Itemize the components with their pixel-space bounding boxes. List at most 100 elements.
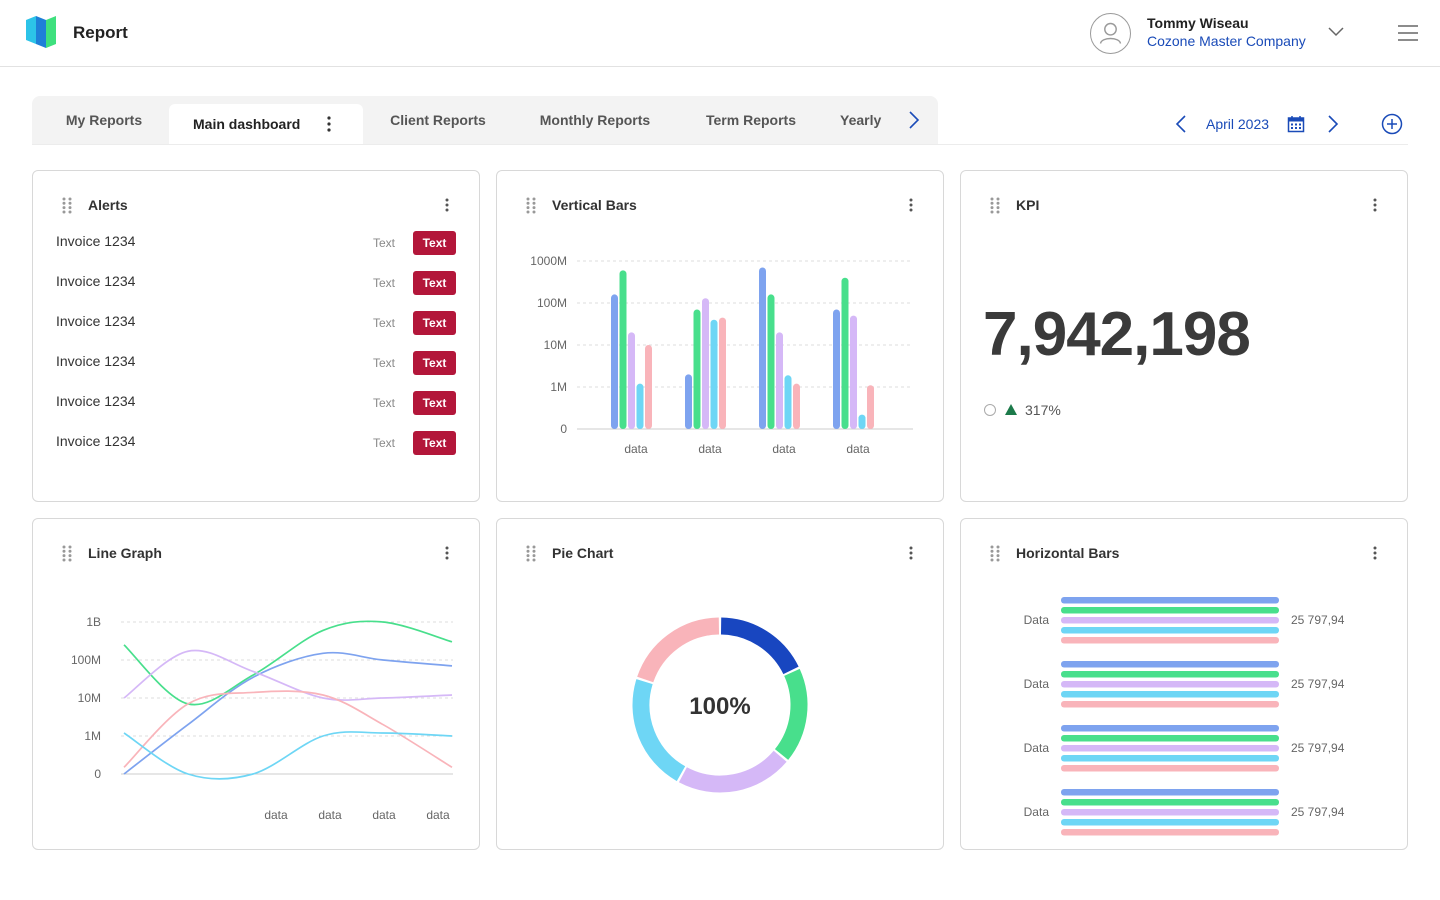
alert-text: Text	[373, 236, 396, 250]
pie-chart: 100%	[632, 617, 808, 793]
bar	[1061, 607, 1279, 614]
bar	[1061, 701, 1279, 708]
add-widget-icon[interactable]	[1381, 113, 1403, 135]
alert-badge[interactable]: Text	[413, 231, 456, 255]
more-options-icon[interactable]	[1373, 198, 1377, 212]
chevron-down-icon[interactable]	[1327, 26, 1345, 38]
alert-badge[interactable]: Text	[413, 311, 456, 335]
pie-slice	[720, 617, 799, 675]
app-logo-icon[interactable]	[26, 16, 56, 48]
bar	[833, 309, 840, 429]
alert-name: Invoice 1234	[56, 393, 136, 409]
bar	[611, 294, 618, 429]
line-graph-chart: 0 1M 10M 100M 1B data data data data	[71, 615, 453, 822]
alert-row[interactable]: Invoice 1234 Text Text	[56, 431, 456, 457]
category-label: Data	[1024, 805, 1050, 819]
previous-month-icon[interactable]	[1174, 114, 1188, 134]
bar	[793, 383, 800, 429]
bar	[858, 414, 866, 429]
calendar-icon[interactable]	[1287, 115, 1305, 133]
pie-slice	[774, 668, 808, 760]
alert-text: Text	[373, 356, 396, 370]
bar	[685, 374, 692, 429]
bar	[1061, 617, 1279, 624]
alert-row[interactable]: Invoice 1234 Text Text	[56, 271, 456, 297]
drag-handle-icon[interactable]	[526, 197, 536, 214]
kpi-title: KPI	[1016, 197, 1040, 213]
bar	[841, 277, 849, 429]
drag-handle-icon[interactable]	[990, 545, 1000, 562]
category-label: Data	[1024, 613, 1050, 627]
user-avatar-icon[interactable]	[1090, 13, 1131, 54]
alert-name: Invoice 1234	[56, 273, 136, 289]
next-month-icon[interactable]	[1326, 114, 1340, 134]
value-label: 25 797,94	[1291, 741, 1345, 755]
app-title: Report	[73, 23, 128, 42]
more-options-icon[interactable]	[1373, 546, 1377, 560]
line-graph-card: Line Graph 0 1M 10M 100M 1B data data data data	[32, 518, 480, 850]
bar	[619, 270, 627, 429]
tab-my-reports[interactable]: My Reports	[65, 112, 143, 128]
bar	[1061, 745, 1279, 752]
bar	[710, 319, 718, 429]
bar	[628, 332, 635, 429]
alert-text: Text	[373, 316, 396, 330]
alert-text: Text	[373, 396, 396, 410]
alert-name: Invoice 1234	[56, 433, 136, 449]
tab-more-options-icon[interactable]	[327, 116, 331, 132]
x-tick-label: data	[698, 442, 722, 456]
drag-handle-icon[interactable]	[62, 545, 72, 562]
x-tick-label: data	[372, 808, 396, 822]
user-name[interactable]: Tommy Wiseau	[1147, 15, 1249, 31]
more-options-icon[interactable]	[909, 546, 913, 560]
more-options-icon[interactable]	[909, 198, 913, 212]
alert-text: Text	[373, 436, 396, 450]
y-tick-label: 100M	[71, 653, 101, 667]
alerts-title: Alerts	[88, 197, 128, 213]
bar	[1061, 789, 1279, 796]
bar	[784, 375, 792, 429]
y-tick-label: 1M	[550, 380, 567, 394]
alert-name: Invoice 1234	[56, 353, 136, 369]
alert-row[interactable]: Invoice 1234 Text Text	[56, 311, 456, 337]
bar	[719, 317, 726, 429]
bar	[1061, 671, 1279, 678]
tab-yearly[interactable]: Yearly	[840, 112, 882, 128]
tab-client-reports[interactable]: Client Reports	[390, 112, 486, 128]
y-tick-label: 1M	[84, 729, 101, 743]
tabs-scroll-right-icon[interactable]	[906, 110, 922, 130]
tab-monthly-reports[interactable]: Monthly Reports	[539, 112, 651, 128]
kpi-status-circle-icon	[984, 404, 996, 416]
tab-main-dashboard-label: Main dashboard	[193, 116, 301, 132]
alert-badge[interactable]: Text	[413, 351, 456, 375]
tab-main-dashboard[interactable]: Main dashboard	[169, 104, 363, 144]
bar	[1061, 755, 1279, 762]
alert-row[interactable]: Invoice 1234 Text Text	[56, 231, 456, 257]
alert-row[interactable]: Invoice 1234 Text Text	[56, 351, 456, 377]
alert-badge[interactable]: Text	[413, 391, 456, 415]
tab-term-reports[interactable]: Term Reports	[706, 112, 796, 128]
vertical-bars-card: Vertical Bars 0 1M 10M 100M 1000M data data dat…	[496, 170, 944, 502]
hamburger-menu-icon[interactable]	[1397, 24, 1419, 42]
horizontal-bars-chart: Data 25 797,94 Data 25 797,94 Data 25 797,94 D…	[1024, 597, 1345, 836]
alert-row[interactable]: Invoice 1234 Text Text	[56, 391, 456, 417]
drag-handle-icon[interactable]	[990, 197, 1000, 214]
alert-badge[interactable]: Text	[413, 271, 456, 295]
value-label: 25 797,94	[1291, 677, 1345, 691]
bar	[1061, 627, 1279, 634]
more-options-icon[interactable]	[445, 546, 449, 560]
bar	[1061, 735, 1279, 742]
bar	[693, 309, 701, 429]
alerts-card: Alerts Invoice 1234 Text Text Invoice 12…	[32, 170, 480, 502]
drag-handle-icon[interactable]	[62, 197, 72, 214]
bar	[1061, 819, 1279, 826]
drag-handle-icon[interactable]	[526, 545, 536, 562]
bar	[1061, 725, 1279, 732]
x-tick-label: data	[772, 442, 796, 456]
more-options-icon[interactable]	[445, 198, 449, 212]
alert-badge[interactable]: Text	[413, 431, 456, 455]
pie-center-label: 100%	[689, 693, 750, 720]
user-company[interactable]: Cozone Master Company	[1147, 33, 1306, 49]
vertical-bars-title: Vertical Bars	[552, 197, 637, 213]
current-month-label[interactable]: April 2023	[1206, 116, 1270, 132]
